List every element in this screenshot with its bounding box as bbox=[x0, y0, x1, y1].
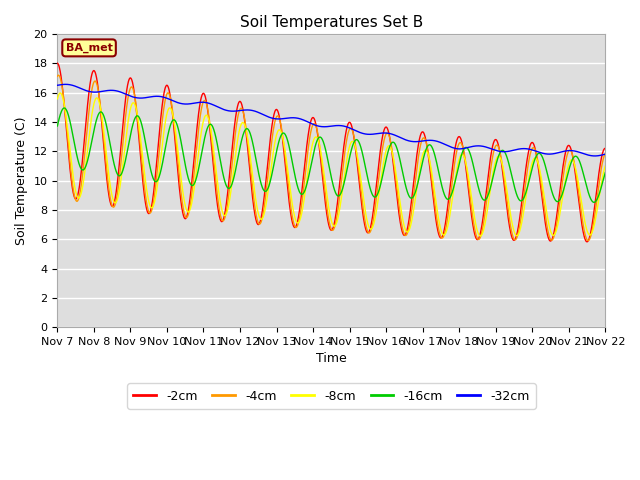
Y-axis label: Soil Temperature (C): Soil Temperature (C) bbox=[15, 116, 28, 245]
Line: -4cm: -4cm bbox=[58, 75, 605, 240]
-4cm bbox=[320, 181, 328, 187]
-8cm bbox=[586, 232, 594, 238]
-16cm bbox=[602, 170, 609, 176]
-2cm bbox=[583, 239, 591, 245]
-4cm bbox=[586, 236, 593, 242]
-2cm bbox=[305, 125, 313, 131]
Legend: -2cm, -4cm, -8cm, -16cm, -32cm: -2cm, -4cm, -8cm, -16cm, -32cm bbox=[127, 384, 536, 409]
Line: -2cm: -2cm bbox=[58, 63, 605, 242]
Line: -32cm: -32cm bbox=[58, 84, 605, 156]
X-axis label: Time: Time bbox=[316, 352, 347, 365]
-16cm bbox=[586, 192, 593, 198]
-16cm bbox=[54, 123, 61, 129]
-16cm bbox=[60, 105, 68, 111]
-32cm bbox=[320, 124, 328, 130]
-4cm bbox=[584, 238, 592, 243]
-32cm bbox=[306, 120, 314, 126]
-8cm bbox=[586, 232, 593, 238]
-32cm bbox=[485, 145, 493, 151]
-32cm bbox=[586, 153, 593, 158]
-8cm bbox=[486, 194, 493, 200]
-8cm bbox=[56, 90, 64, 96]
-16cm bbox=[586, 193, 593, 199]
Title: Soil Temperatures Set B: Soil Temperatures Set B bbox=[240, 15, 423, 30]
-8cm bbox=[306, 157, 314, 163]
-4cm bbox=[602, 151, 609, 156]
-2cm bbox=[485, 168, 493, 173]
-16cm bbox=[485, 190, 493, 195]
-8cm bbox=[82, 163, 90, 168]
-16cm bbox=[306, 169, 314, 175]
-16cm bbox=[82, 164, 90, 169]
-32cm bbox=[591, 153, 598, 159]
-4cm bbox=[586, 236, 594, 241]
-4cm bbox=[485, 179, 493, 184]
Text: BA_met: BA_met bbox=[66, 43, 113, 53]
-32cm bbox=[586, 153, 593, 158]
-16cm bbox=[590, 200, 598, 205]
-2cm bbox=[602, 145, 609, 151]
-8cm bbox=[602, 163, 609, 169]
Line: -16cm: -16cm bbox=[58, 108, 605, 203]
-4cm bbox=[54, 72, 62, 78]
-4cm bbox=[306, 136, 314, 142]
-2cm bbox=[586, 235, 593, 241]
-16cm bbox=[320, 141, 328, 147]
Line: -8cm: -8cm bbox=[58, 93, 605, 236]
-32cm bbox=[54, 83, 61, 88]
-8cm bbox=[476, 233, 484, 239]
-4cm bbox=[82, 142, 90, 147]
-32cm bbox=[602, 151, 609, 157]
-2cm bbox=[81, 126, 89, 132]
-4cm bbox=[54, 73, 61, 79]
-8cm bbox=[320, 171, 328, 177]
-32cm bbox=[62, 82, 70, 87]
-32cm bbox=[82, 87, 90, 93]
-8cm bbox=[54, 96, 61, 102]
-2cm bbox=[54, 60, 61, 66]
-2cm bbox=[586, 234, 593, 240]
-2cm bbox=[320, 186, 328, 192]
